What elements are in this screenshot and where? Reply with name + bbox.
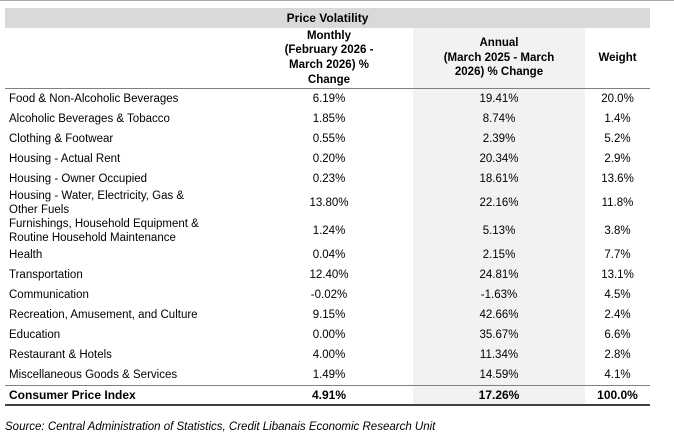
- table-row: Education 0.00% 35.67% 6.6%: [5, 325, 650, 346]
- weight-value-cell: 20.0%: [601, 92, 634, 105]
- row-label-cell: Miscellaneous Goods & Services: [9, 369, 178, 382]
- table-row: Health 0.04% 2.15% 7.7%: [5, 245, 650, 266]
- row-label-cell: Consumer Price Index: [9, 387, 136, 402]
- row-label-cell: Housing - Water, Electricity, Gas & Othe…: [9, 190, 185, 217]
- monthly-value-cell: 0.00%: [312, 329, 346, 342]
- monthly-value-cell: 0.20%: [312, 152, 346, 165]
- monthly-value-cell: 0.55%: [312, 132, 346, 145]
- table-row: Miscellaneous Goods & Services 1.49% 14.…: [5, 365, 650, 386]
- total-row-consumer-price-index: Consumer Price Index 4.91% 17.26% 100.0%: [5, 385, 650, 407]
- weight-value-cell: 4.5%: [604, 289, 631, 302]
- annual-value-cell: -1.63%: [413, 285, 585, 306]
- weight-value-cell: 7.7%: [604, 249, 631, 262]
- header-weight-cell: Weight: [585, 28, 650, 88]
- annual-value-cell: 8.74%: [413, 109, 585, 129]
- row-label-cell: Education: [9, 329, 61, 342]
- table-row: Transportation 12.40% 24.81% 13.1%: [5, 265, 650, 286]
- table-row: Food & Non-Alcoholic Beverages 6.19% 19.…: [5, 89, 650, 109]
- annual-value-cell: 14.59%: [413, 365, 585, 386]
- row-label-cell: Alcoholic Beverages & Tobacco: [9, 112, 170, 125]
- annual-value-cell: 18.61%: [413, 169, 585, 189]
- annual-value-cell: 2.15%: [413, 245, 585, 266]
- table-row: Restaurant & Hotels 4.00% 11.34% 2.8%: [5, 345, 650, 366]
- row-label-cell: Housing - Owner Occupied: [9, 172, 148, 185]
- annual-value-cell: 11.34%: [413, 345, 585, 366]
- monthly-value-cell: 0.04%: [312, 249, 346, 262]
- table-title: Price Volatility: [286, 11, 369, 25]
- table-top-border: [0, 0, 674, 1]
- table-title-bar: Price Volatility: [5, 8, 650, 28]
- row-label-cell: Clothing & Footwear: [9, 132, 114, 145]
- table-row: Alcoholic Beverages & Tobacco 1.85% 8.74…: [5, 109, 650, 129]
- header-monthly-cell: Monthly (February 2026 - March 2026) % C…: [245, 28, 413, 88]
- table-header-row: Monthly (February 2026 - March 2026) % C…: [5, 28, 650, 89]
- monthly-value-cell: 1.85%: [312, 112, 346, 125]
- header-monthly-subtitle: (February 2026 - March 2026) % Change: [284, 44, 374, 86]
- annual-value-cell: 17.26%: [413, 386, 585, 405]
- weight-value-cell: 1.4%: [604, 112, 631, 125]
- monthly-value-cell: -0.02%: [310, 289, 348, 302]
- table-row: Recreation, Amusement, and Culture 9.15%…: [5, 305, 650, 326]
- header-annual-cell: Annual (March 2025 - March 2026) % Chang…: [413, 28, 585, 88]
- table-row: Housing - Water, Electricity, Gas & Othe…: [5, 189, 650, 218]
- monthly-value-cell: 12.40%: [309, 269, 349, 282]
- annual-value-cell: 22.16%: [413, 189, 585, 218]
- weight-value-cell: 13.6%: [601, 172, 634, 185]
- monthly-value-cell: 1.24%: [312, 225, 346, 238]
- header-annual-subtitle: (March 2025 - March 2026) % Change: [443, 51, 555, 79]
- table-row: Clothing & Footwear 0.55% 2.39% 5.2%: [5, 129, 650, 149]
- row-label-cell: Communication: [9, 289, 89, 302]
- monthly-value-cell: 4.00%: [312, 349, 346, 362]
- annual-value-cell: 35.67%: [413, 325, 585, 346]
- row-label-cell: Health: [9, 249, 43, 262]
- annual-value-cell: 2.39%: [413, 129, 585, 149]
- table-row: Housing - Owner Occupied 0.23% 18.61% 13…: [5, 169, 650, 189]
- monthly-value-cell: 1.49%: [312, 369, 346, 382]
- monthly-value-cell: 13.80%: [309, 197, 349, 209]
- annual-value-cell: 5.13%: [413, 217, 585, 246]
- weight-value-cell: 3.8%: [604, 225, 631, 238]
- weight-value-cell: 2.9%: [604, 152, 631, 165]
- table-row: Communication -0.02% -1.63% 4.5%: [5, 285, 650, 306]
- weight-value-cell: 11.8%: [601, 197, 634, 209]
- price-volatility-table: Price Volatility Monthly (February 2026 …: [5, 8, 650, 407]
- weight-value-cell: 13.1%: [601, 269, 634, 282]
- annual-value-cell: 42.66%: [413, 305, 585, 326]
- monthly-value-cell: 0.23%: [312, 172, 346, 185]
- header-weight-title: Weight: [598, 51, 637, 64]
- annual-value-cell: 20.34%: [413, 149, 585, 169]
- weight-value-cell: 2.4%: [604, 309, 631, 322]
- header-annual-title: Annual: [479, 36, 519, 49]
- weight-value-cell: 2.8%: [604, 349, 631, 362]
- row-label-cell: Recreation, Amusement, and Culture: [9, 309, 198, 322]
- row-label-cell: Furnishings, Household Equipment & Routi…: [9, 218, 199, 245]
- table-row: Housing - Actual Rent 0.20% 20.34% 2.9%: [5, 149, 650, 169]
- annual-value-cell: 24.81%: [413, 265, 585, 286]
- row-label-cell: Transportation: [9, 269, 83, 282]
- weight-value-cell: 5.2%: [604, 132, 631, 145]
- weight-value-cell: 6.6%: [604, 329, 631, 342]
- header-monthly-title: Monthly: [306, 29, 352, 42]
- header-category-cell: [5, 28, 245, 88]
- row-label-cell: Housing - Actual Rent: [9, 152, 121, 165]
- monthly-value-cell: 9.15%: [312, 309, 346, 322]
- table-row: Furnishings, Household Equipment & Routi…: [5, 217, 650, 246]
- row-label-cell: Food & Non-Alcoholic Beverages: [9, 92, 179, 105]
- row-label-cell: Restaurant & Hotels: [9, 349, 112, 362]
- monthly-value-cell: 4.91%: [311, 387, 347, 402]
- monthly-value-cell: 6.19%: [312, 92, 346, 105]
- annual-value-cell: 19.41%: [413, 89, 585, 109]
- weight-value-cell: 4.1%: [604, 369, 631, 382]
- weight-value-cell: 100.0%: [597, 387, 638, 402]
- source-note: Source: Central Administration of Statis…: [5, 421, 436, 433]
